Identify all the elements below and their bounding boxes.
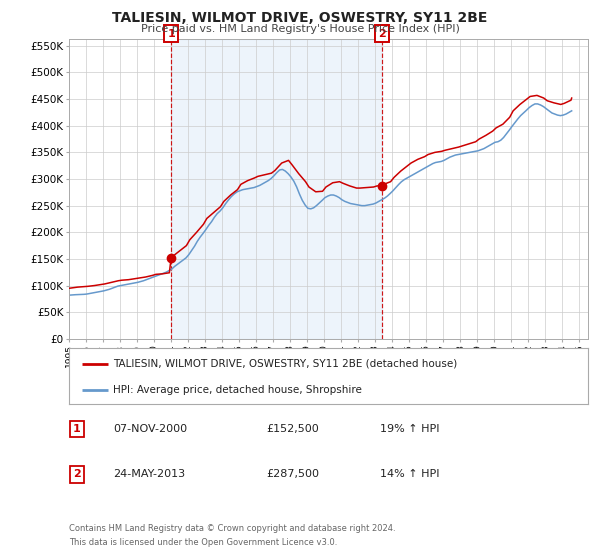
Text: 07-NOV-2000: 07-NOV-2000 <box>113 424 187 434</box>
Text: This data is licensed under the Open Government Licence v3.0.: This data is licensed under the Open Gov… <box>69 538 337 547</box>
Text: 14% ↑ HPI: 14% ↑ HPI <box>380 469 440 479</box>
Text: £287,500: £287,500 <box>266 469 319 479</box>
Text: 1: 1 <box>73 424 81 434</box>
Text: Contains HM Land Registry data © Crown copyright and database right 2024.: Contains HM Land Registry data © Crown c… <box>69 524 395 533</box>
Text: 24-MAY-2013: 24-MAY-2013 <box>113 469 185 479</box>
Text: TALIESIN, WILMOT DRIVE, OSWESTRY, SY11 2BE (detached house): TALIESIN, WILMOT DRIVE, OSWESTRY, SY11 2… <box>113 359 457 369</box>
Text: TALIESIN, WILMOT DRIVE, OSWESTRY, SY11 2BE: TALIESIN, WILMOT DRIVE, OSWESTRY, SY11 2… <box>112 11 488 25</box>
Bar <box>171 39 382 339</box>
Text: 1: 1 <box>167 29 175 39</box>
Text: 2: 2 <box>73 469 81 479</box>
Text: £152,500: £152,500 <box>266 424 319 434</box>
Text: 2: 2 <box>379 29 386 39</box>
Text: 19% ↑ HPI: 19% ↑ HPI <box>380 424 440 434</box>
Text: HPI: Average price, detached house, Shropshire: HPI: Average price, detached house, Shro… <box>113 385 362 395</box>
Text: Price paid vs. HM Land Registry's House Price Index (HPI): Price paid vs. HM Land Registry's House … <box>140 24 460 34</box>
